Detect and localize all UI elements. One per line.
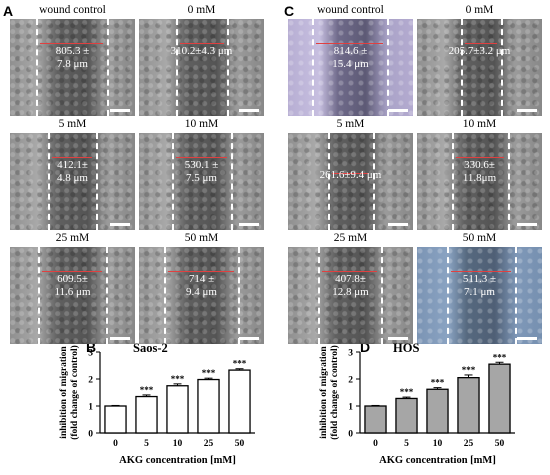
panel-letter-b: B [86, 339, 97, 355]
bar [228, 369, 251, 434]
gap-width-label: 407.8± 12.8 μm [332, 273, 369, 298]
gap-width-label: 609.5± 11.6 μm [54, 273, 91, 298]
x-tick-label: 10 [173, 439, 183, 449]
gap-width-label: 412.1± 4.8 μm [57, 159, 88, 184]
micrograph: 814.6 ± 15.4 μm [288, 19, 413, 116]
y-tick-label: 1 [88, 403, 93, 413]
x-axis-label: AKG concentration [mM] [119, 455, 236, 466]
y-tick-label: 2 [88, 376, 93, 386]
caption: 5 mM [58, 118, 87, 130]
bar-chart-hos: HOS inhibition of migration (fold change o… [319, 341, 515, 466]
scale-bar [110, 109, 130, 112]
caption: 25 mM [55, 232, 90, 244]
x-tick-label: 5 [144, 439, 149, 449]
panel-letter-a: A [3, 3, 14, 19]
bar [166, 385, 189, 434]
significance-marker: *** [233, 359, 247, 369]
x-tick-label: 5 [404, 439, 409, 449]
significance-marker: *** [171, 374, 185, 384]
scale-bar [239, 337, 259, 340]
y-axis-label: inhibition of migration [59, 346, 69, 439]
x-tick-label: 50 [495, 439, 505, 449]
y-tick-label: 1 [348, 403, 353, 413]
caption: 5 mM [336, 118, 365, 130]
scale-bar [388, 223, 408, 226]
bar [457, 377, 480, 434]
micrograph: 261.6±9.4 μm [288, 133, 413, 230]
scale-bar [388, 337, 408, 340]
bar [135, 395, 158, 434]
significance-marker: *** [462, 365, 476, 375]
y-tick-label: 3 [88, 349, 93, 359]
caption: 10 mM [462, 118, 497, 130]
panel-letter-d: D [360, 339, 371, 355]
caption: 50 mM [184, 232, 219, 244]
chart-title: HOS [393, 341, 419, 355]
y-tick-label: 0 [88, 430, 93, 440]
bar [104, 405, 127, 434]
gap-width-label: 205.7±3.2 μm [448, 45, 511, 57]
x-axis-label: AKG concentration [mM] [379, 455, 496, 466]
x-tick-label: 25 [464, 439, 474, 449]
scale-bar [239, 223, 259, 226]
significance-marker: *** [431, 378, 445, 388]
y-axis-label: (fold change of control) [329, 345, 340, 440]
gap-width-label: 714 ± 9.4 μm [186, 273, 217, 298]
significance-marker: *** [202, 368, 216, 378]
significance-marker: *** [493, 352, 507, 362]
micrograph: 205.7±3.2 μm [417, 19, 542, 116]
bar [364, 405, 387, 434]
significance-marker: *** [400, 387, 414, 397]
y-tick-label: 0 [348, 430, 353, 440]
scale-bar [517, 337, 537, 340]
significance-marker: *** [140, 385, 154, 395]
scale-bar [517, 223, 537, 226]
scale-bar [110, 337, 130, 340]
caption: 0 mM [187, 4, 216, 16]
gap-width-label: 805.3 ± 7.8 μm [55, 45, 90, 70]
caption: wound control [39, 4, 106, 16]
micrograph: 412.1± 4.8 μm [10, 133, 135, 230]
gap-width-label: 530.1 ± 7.5 μm [184, 159, 219, 184]
y-tick-label: 3 [348, 349, 353, 359]
x-tick-label: 50 [235, 439, 245, 449]
bar [395, 397, 418, 434]
micrograph: 310.2±4.3 μm [139, 19, 264, 116]
micrograph: 805.3 ± 7.8 μm [10, 19, 135, 116]
scale-bar [239, 109, 259, 112]
y-axis-label: inhibition of migration [319, 346, 329, 439]
micrograph: 714 ± 9.4 μm [139, 247, 264, 344]
gap-width-label: 330.6± 11.8μm [462, 159, 497, 184]
gap-width-label: 310.2±4.3 μm [170, 45, 233, 57]
y-axis-label: (fold change of control) [69, 345, 80, 440]
x-tick-label: 10 [433, 439, 443, 449]
caption: 0 mM [465, 4, 494, 16]
scale-bar [517, 109, 537, 112]
bar [197, 378, 220, 434]
bar [426, 388, 449, 434]
micrograph: 609.5± 11.6 μm [10, 247, 135, 344]
gap-width-label: 814.6 ± 15.4 μm [332, 45, 369, 70]
x-tick-label: 0 [113, 439, 118, 449]
panel-letter-c: C [284, 3, 295, 19]
scale-bar [110, 223, 130, 226]
micrograph: 407.8± 12.8 μm [288, 247, 413, 344]
caption: 50 mM [462, 232, 497, 244]
micrograph: 530.1 ± 7.5 μm [139, 133, 264, 230]
bar-chart-saos2: Saos-2 inhibition of migration (fold chang… [59, 341, 255, 466]
gap-width-label: 261.6±9.4 μm [319, 169, 382, 181]
caption: wound control [317, 4, 384, 16]
micrograph: 330.6± 11.8μm [417, 133, 542, 230]
x-tick-label: 25 [204, 439, 214, 449]
x-tick-label: 0 [373, 439, 378, 449]
micrograph: 511.3 ± 7.1 μm [417, 247, 542, 344]
y-tick-label: 2 [348, 376, 353, 386]
caption: 10 mM [184, 118, 219, 130]
chart-title: Saos-2 [133, 341, 168, 355]
bar [488, 363, 511, 434]
gap-width-label: 511.3 ± 7.1 μm [462, 273, 497, 298]
caption: 25 mM [333, 232, 368, 244]
scale-bar [388, 109, 408, 112]
